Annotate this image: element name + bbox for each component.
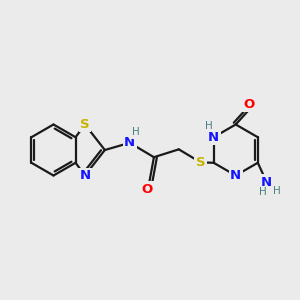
Text: H: H <box>273 186 280 196</box>
Text: N: N <box>79 169 91 182</box>
Text: N: N <box>230 169 241 182</box>
Text: N: N <box>124 136 135 149</box>
Text: O: O <box>142 183 153 196</box>
Text: N: N <box>260 176 272 189</box>
Text: H: H <box>132 127 140 137</box>
Text: H: H <box>205 121 213 131</box>
Text: S: S <box>196 156 206 169</box>
Text: O: O <box>243 98 254 111</box>
Text: S: S <box>80 118 90 131</box>
Text: H: H <box>259 187 267 197</box>
Text: N: N <box>208 131 219 144</box>
